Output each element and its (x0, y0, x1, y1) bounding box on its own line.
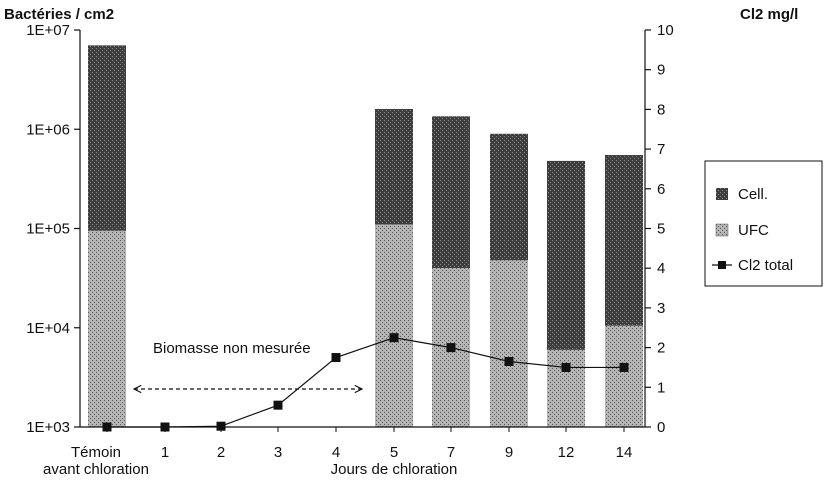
x-tick-label-3: 3 (274, 444, 282, 461)
x-tick-label-4: 4 (332, 444, 340, 461)
x-tick-label-9: 14 (616, 444, 633, 461)
y-right-tick-label-5: 5 (657, 221, 665, 238)
x-tick-labels: 1 2 3 4 5 7 9 12 14 (161, 444, 633, 461)
bar-ufc-7 (490, 260, 528, 427)
x-left-label-line2: avant chloration (43, 461, 149, 478)
cl2-line-layer (102, 333, 629, 432)
legend-label-cl2: Cl2 total (738, 257, 793, 274)
cl2-point-1 (160, 422, 170, 432)
x-left-label-line1: Témoin (71, 444, 121, 461)
y-left-tick-label-2: 1E+05 (26, 221, 70, 238)
cl2-line (107, 337, 624, 428)
y-left-tick-label-1: 1E+04 (26, 320, 70, 337)
legend-marker-cl2 (718, 261, 726, 269)
x-axis-title: Jours de chloration (331, 461, 458, 478)
y-right-title: Cl2 mg/l (740, 6, 798, 23)
x-tick-label-1: 1 (161, 444, 169, 461)
y-right-tick-label-8: 8 (657, 101, 665, 118)
y-left-title: Bactéries / cm2 (4, 6, 114, 23)
y-right-tick-label-2: 2 (657, 340, 665, 357)
y-right-tick-label-6: 6 (657, 181, 665, 198)
x-tick-label-5: 5 (390, 444, 398, 461)
bar-ufc-9 (605, 325, 643, 427)
cl2-point-5 (389, 333, 399, 343)
y-right-tick-label-4: 4 (657, 260, 665, 277)
y-right-tick-label-3: 3 (657, 300, 665, 317)
annotation-biomasse: Biomasse non mesurée (153, 340, 311, 357)
legend-swatch-cell (716, 188, 728, 200)
cl2-point-9 (619, 362, 629, 372)
y-left-tick-label-0: 1E+03 (26, 419, 70, 436)
bar-ufc-8 (547, 349, 585, 427)
cl2-point-4 (331, 353, 341, 363)
y-right-tick-label-1: 1 (657, 379, 665, 396)
y-right-tick-label-9: 9 (657, 62, 665, 79)
legend-swatch-ufc (715, 223, 729, 237)
bar-ufc-0 (88, 230, 126, 427)
y-left-tick-label-3: 1E+06 (26, 121, 70, 138)
y-right-tick-label-7: 7 (657, 141, 665, 158)
legend-label-cell: Cell. (738, 186, 768, 203)
cl2-point-8 (561, 362, 571, 372)
cl2-point-7 (504, 356, 514, 366)
y-left-tick-label-4: 1E+07 (26, 22, 70, 39)
cl2-point-3 (273, 400, 283, 410)
x-tick-label-6: 7 (447, 444, 455, 461)
cl2-point-2 (216, 421, 226, 431)
x-tick-label-2: 2 (217, 444, 225, 461)
cl2-point-6 (446, 343, 456, 353)
y-right-tick-label-10: 10 (657, 22, 674, 39)
cl2-point-0 (102, 422, 112, 432)
x-tick-label-8: 12 (558, 444, 575, 461)
bar-ufc-5 (375, 224, 413, 427)
y-right-tick-label-0: 0 (657, 419, 665, 436)
x-tick-label-7: 9 (505, 444, 513, 461)
bars-layer (88, 45, 643, 428)
legend-label-ufc: UFC (738, 222, 769, 239)
legend: Cell. UFC Cl2 total (704, 160, 823, 287)
